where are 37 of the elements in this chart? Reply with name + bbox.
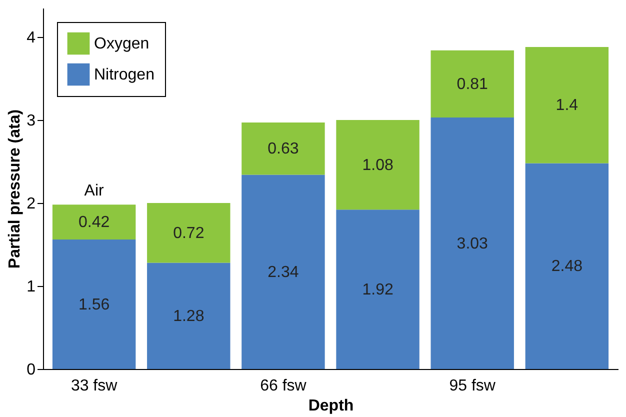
bar	[430, 50, 514, 118]
x-axis-title: Depth	[308, 398, 354, 414]
bar	[525, 163, 609, 369]
bar	[147, 203, 230, 263]
data-label: 1.92	[362, 281, 394, 298]
y-tick-label: 3	[26, 112, 36, 130]
legend-label: Nitrogen	[94, 66, 154, 84]
bar	[52, 204, 136, 240]
data-label: 0.63	[268, 140, 299, 158]
bar	[242, 122, 325, 175]
x-tick-label: 66 fsw	[260, 378, 307, 394]
y-tick-label: 1	[26, 278, 36, 296]
bar	[525, 47, 609, 164]
annotation: Air	[84, 182, 105, 200]
bar	[52, 240, 136, 369]
data-label: 0.72	[173, 224, 204, 242]
data-label: 1.28	[173, 308, 204, 325]
legend-label: Oxygen	[94, 36, 150, 52]
bar	[336, 120, 420, 210]
data-label: 1.56	[78, 296, 110, 314]
y-tick-label: 2	[26, 196, 36, 213]
x-tick-label: 33 fsw	[70, 378, 118, 394]
bar	[336, 210, 420, 369]
bar	[147, 262, 230, 369]
bar	[430, 118, 514, 369]
data-label: 3.03	[456, 235, 488, 252]
bar	[242, 174, 325, 369]
y-tick-label: 4	[26, 30, 36, 47]
data-label: 2.34	[268, 264, 299, 281]
data-label: 1.08	[362, 156, 394, 174]
data-label: 1.4	[556, 97, 578, 114]
data-label: 0.42	[78, 214, 110, 232]
y-axis-title: Partial pressure (ata)	[6, 109, 24, 269]
data-label: 0.81	[456, 76, 488, 93]
y-tick-label: 0	[26, 362, 36, 378]
data-label: 2.48	[551, 258, 583, 276]
x-tick-label: 95 fsw	[449, 378, 496, 394]
